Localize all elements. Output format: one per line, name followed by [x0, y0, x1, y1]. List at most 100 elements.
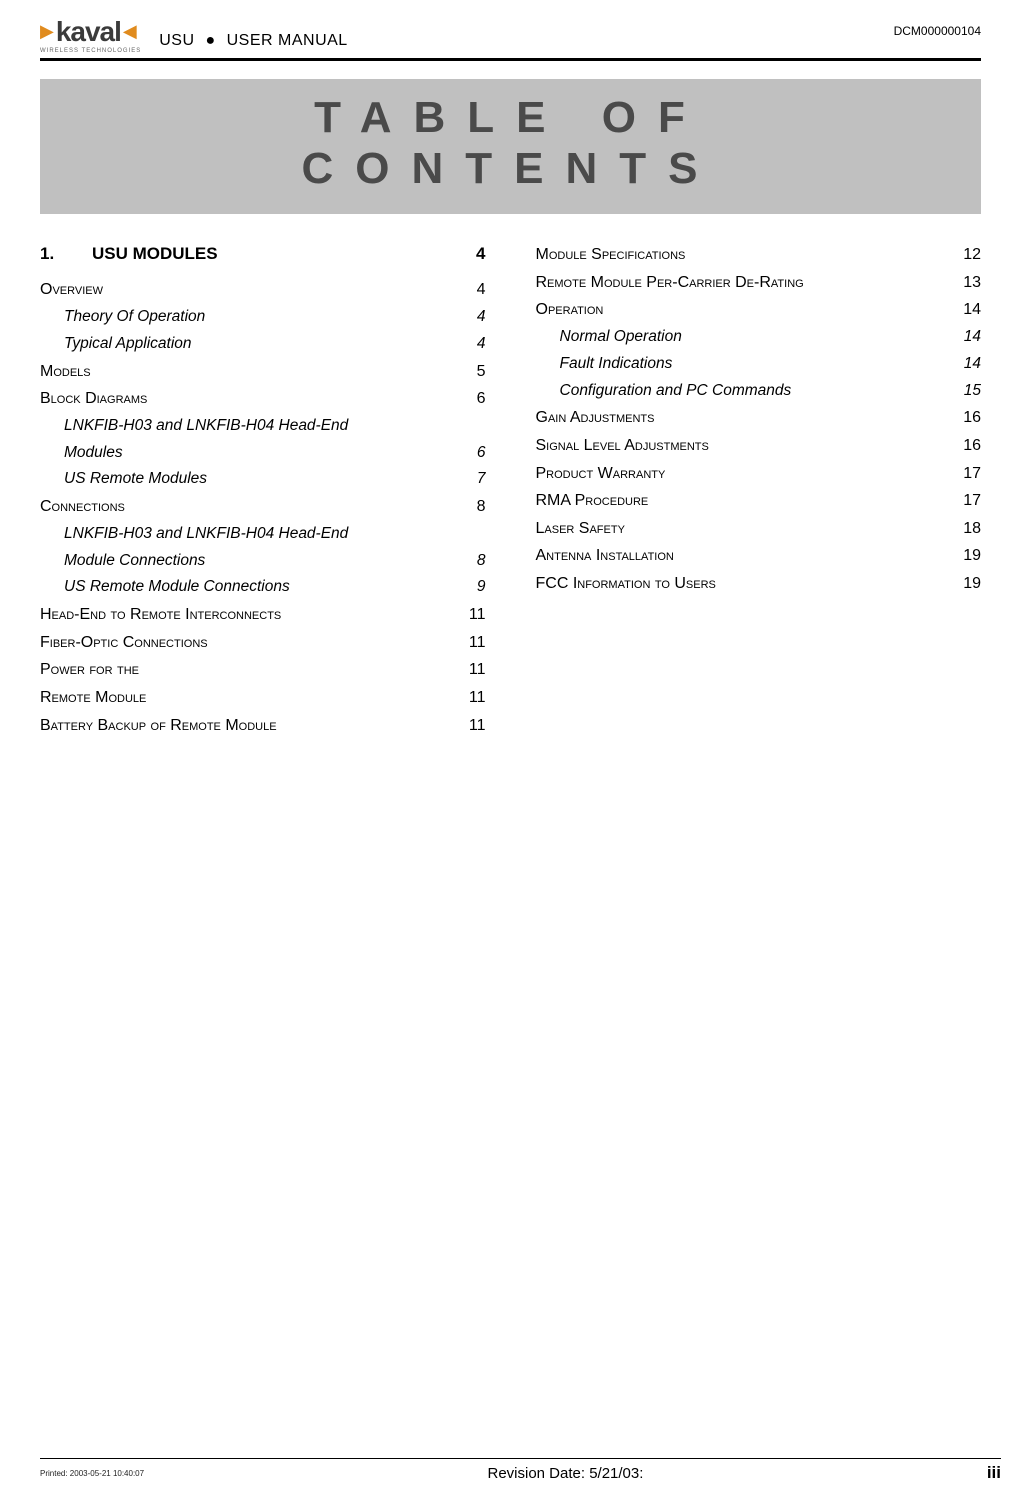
toc-entry-label: Product Warranty	[536, 461, 666, 487]
toc-entry-label: US Remote Modules	[64, 467, 207, 492]
toc-entry-page: 17	[961, 488, 981, 514]
footer-row: Printed: 2003-05-21 10:40:07 Revision Da…	[40, 1463, 1001, 1483]
toc-entry: Operation 14	[536, 297, 982, 323]
toc-entry-label: Antenna Installation	[536, 543, 674, 569]
toc-entry-label: Power for the	[40, 657, 139, 683]
title-part-left: USU	[159, 32, 194, 49]
toc-entry-label: FCC Information to Users	[536, 571, 716, 597]
page-header: ▶ kaval ◀ WIRELESS TECHNOLOGIES USU ● US…	[40, 12, 981, 54]
toc-entry: Fault Indications 14	[536, 352, 982, 377]
toc-entry-label: Configuration and PC Commands	[560, 379, 792, 404]
brand-logo: ▶ kaval ◀ WIRELESS TECHNOLOGIES	[40, 18, 141, 54]
print-timestamp: Printed: 2003-05-21 10:40:07	[40, 1469, 144, 1478]
toc-entry-label: Operation	[536, 297, 604, 323]
header-rule	[40, 58, 981, 61]
toc-entry-page: 11	[467, 630, 486, 656]
toc-entry-label: Battery Backup of Remote Module	[40, 713, 277, 739]
toc-entry-page: 4	[475, 277, 486, 303]
toc-entry-label: Remote Module	[40, 685, 146, 711]
toc-entry-page: 8	[475, 494, 486, 520]
page-footer: Printed: 2003-05-21 10:40:07 Revision Da…	[40, 1458, 1001, 1483]
toc-entry-page: 11	[467, 657, 486, 683]
toc-entry: Theory Of Operation4	[40, 305, 486, 330]
toc-entry-page: 14	[962, 325, 981, 350]
toc-entry: FCC Information to Users 19	[536, 571, 982, 597]
toc-entry-label: 1. USU MODULES	[40, 240, 218, 267]
toc-entry-label: Normal Operation	[560, 325, 682, 350]
toc-entry-page: 18	[961, 516, 981, 542]
document-title: USU ● USER MANUAL	[159, 32, 347, 54]
page-number: iii	[987, 1463, 1001, 1483]
logo-text: kaval	[56, 18, 121, 46]
toc-column-right: Module Specifications12Remote Module Per…	[536, 240, 982, 740]
toc-entry-label: LNKFIB-H03 and LNKFIB-H04 Head-End	[64, 414, 348, 439]
footer-rule	[40, 1458, 1001, 1459]
toc-entry: Laser Safety 18	[536, 516, 982, 542]
toc-entry: 1. USU MODULES 4	[40, 240, 486, 267]
toc-entry-label: Block Diagrams	[40, 386, 147, 412]
toc-entry: Block Diagrams 6	[40, 386, 486, 412]
toc-entry: Head-End to Remote Interconnects 11	[40, 602, 486, 628]
toc-entry-page: 14	[961, 297, 981, 323]
toc-entry-page: 19	[961, 571, 981, 597]
toc-entry-label: LNKFIB-H03 and LNKFIB-H04 Head-End	[64, 522, 348, 547]
banner-line-1: TABLE OF	[40, 93, 981, 144]
toc-entry: Fiber-Optic Connections11	[40, 630, 486, 656]
toc-entry-page: 19	[961, 543, 981, 569]
toc-entry-page: 11	[467, 602, 486, 628]
toc-entry-page: 8	[475, 549, 486, 574]
toc-entry-label: Overview	[40, 277, 103, 303]
toc-columns: 1. USU MODULES4Overview4Theory Of Operat…	[40, 240, 981, 740]
toc-entry: Models 5	[40, 359, 486, 385]
toc-entry-label: Head-End to Remote Interconnects	[40, 602, 281, 628]
toc-entry-page: 11	[467, 685, 486, 711]
toc-entry: Connections 8	[40, 494, 486, 520]
toc-column-left: 1. USU MODULES4Overview4Theory Of Operat…	[40, 240, 486, 740]
logo-main-row: ▶ kaval ◀	[40, 18, 141, 46]
revision-date: Revision Date: 5/21/03:	[144, 1465, 987, 1482]
toc-entry: Signal Level Adjustments16	[536, 433, 982, 459]
toc-entry: Antenna Installation 19	[536, 543, 982, 569]
toc-entry-label: RMA Procedure	[536, 488, 649, 514]
title-part-right: USER MANUAL	[227, 32, 348, 49]
toc-entry: Modules 6	[40, 441, 486, 466]
toc-entry-label: Modules	[64, 441, 123, 466]
toc-entry-page: 12	[961, 242, 981, 268]
toc-entry-page: 14	[962, 352, 981, 377]
toc-entry-page: 11	[467, 713, 486, 739]
toc-entry: Battery Backup of Remote Module 11	[40, 713, 486, 739]
toc-entry-page: 5	[475, 359, 486, 385]
toc-entry: Module Connections 8	[40, 549, 486, 574]
toc-entry-page: 7	[475, 467, 486, 492]
toc-entry: US Remote Modules 7	[40, 467, 486, 492]
toc-entry-page: 4	[475, 305, 486, 330]
toc-entry-label: Gain Adjustments	[536, 405, 655, 431]
toc-entry: Product Warranty17	[536, 461, 982, 487]
toc-entry-page: 4	[475, 332, 486, 357]
header-left: ▶ kaval ◀ WIRELESS TECHNOLOGIES USU ● US…	[40, 18, 348, 54]
toc-banner: TABLE OF CONTENTS	[40, 79, 981, 214]
toc-entry: Module Specifications12	[536, 242, 982, 268]
toc-entry: Remote Module 11	[40, 685, 486, 711]
toc-entry-page: 9	[475, 575, 486, 600]
logo-subtext: WIRELESS TECHNOLOGIES	[40, 48, 141, 54]
toc-entry: RMA Procedure 17	[536, 488, 982, 514]
toc-entry-page: 6	[475, 386, 486, 412]
logo-accent-left-icon: ▶	[40, 22, 54, 40]
toc-entry-label: Models	[40, 359, 91, 385]
toc-entry: US Remote Module Connections9	[40, 575, 486, 600]
toc-entry: Configuration and PC Commands15	[536, 379, 982, 404]
toc-entry-page: 6	[475, 441, 486, 466]
toc-entry: LNKFIB-H03 and LNKFIB-H04 Head-End	[40, 522, 486, 547]
toc-entry-label: Connections	[40, 494, 125, 520]
bullet-icon: ●	[205, 32, 215, 49]
toc-entry-page: 13	[961, 270, 981, 296]
toc-entry: Power for the 11	[40, 657, 486, 683]
toc-entry-page: 4	[474, 240, 485, 267]
banner-line-2: CONTENTS	[40, 144, 981, 195]
toc-entry-label: Module Connections	[64, 549, 205, 574]
toc-entry: Remote Module Per-Carrier De-Rating13	[536, 270, 982, 296]
toc-entry-label: Laser Safety	[536, 516, 625, 542]
toc-entry-label: Fault Indications	[560, 352, 673, 377]
document-id: DCM000000104	[894, 24, 981, 54]
